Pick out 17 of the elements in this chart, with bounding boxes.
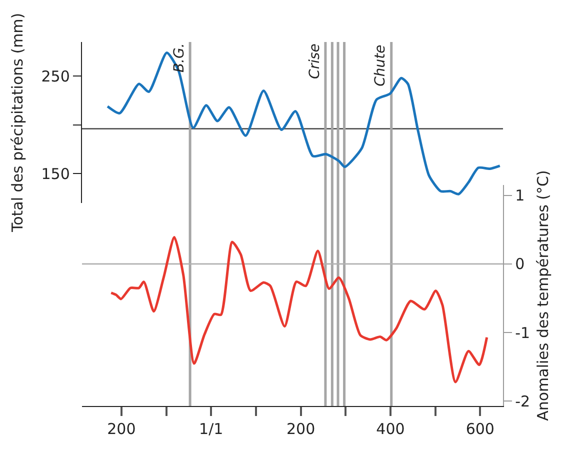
y2-tick-label: -1	[515, 324, 530, 342]
y2-tick-label: -2	[515, 392, 530, 410]
y2-tick-label: 1	[515, 186, 525, 205]
x-tick-label: 400	[376, 420, 405, 438]
y-axis-title: Total des précipitations (mm)	[8, 12, 27, 234]
line-series	[110, 236, 488, 384]
x-tick-label: 600	[466, 420, 494, 438]
ref-line-label: Chute	[372, 44, 388, 86]
ref-line-label: B.G.	[172, 43, 188, 73]
y2-tick-label: 0	[515, 255, 525, 274]
x-tick-label: 200	[286, 420, 316, 438]
x-tick-label: 200	[107, 420, 136, 438]
y-tick-label: 250	[41, 67, 70, 86]
y-tick-label: 150	[41, 164, 70, 183]
ref-line-label: Crise	[306, 44, 323, 79]
x-tick-label: 1/1	[199, 420, 224, 438]
y2-axis-title: Anomalies des températures (°C)	[534, 170, 552, 421]
